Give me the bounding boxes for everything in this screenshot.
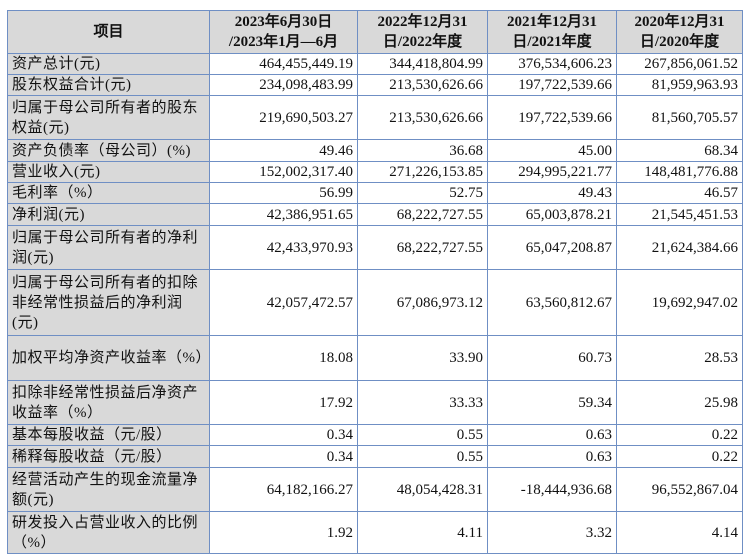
cell-value: 18.08 xyxy=(209,335,358,381)
row-label: 归属于母公司所有者的净利润(元) xyxy=(7,225,210,270)
row-label: 资产负债率（母公司）(%) xyxy=(7,139,210,162)
cell-value: 21,545,451.53 xyxy=(616,203,743,226)
row-label: 研发投入占营业收入的比例（%） xyxy=(7,511,210,554)
cell-value: 42,433,970.93 xyxy=(209,225,358,270)
cell-value: 56.99 xyxy=(209,182,358,204)
cell-value: 49.43 xyxy=(487,182,617,204)
cell-value: 19,692,947.02 xyxy=(616,269,743,336)
cell-value: 60.73 xyxy=(487,335,617,381)
table-row: 稀释每股收益（元/股） 0.34 0.55 0.63 0.22 xyxy=(7,445,743,468)
table-row: 经营活动产生的现金流量净额(元) 64,182,166.27 48,054,428.… xyxy=(7,467,743,512)
cell-value: 96,552,867.04 xyxy=(616,467,743,512)
cell-value: 81,959,963.93 xyxy=(616,74,743,96)
row-label: 股东权益合计(元) xyxy=(7,74,210,96)
cell-value: 67,086,973.12 xyxy=(357,269,488,336)
cell-value: 0.22 xyxy=(616,424,743,446)
cell-value: 234,098,483.99 xyxy=(209,74,358,96)
table-row: 研发投入占营业收入的比例（%） 1.92 4.11 3.32 4.14 xyxy=(7,511,743,554)
table-row: 加权平均净资产收益率（%） 18.08 33.90 60.73 28.53 xyxy=(7,335,743,381)
row-label: 加权平均净资产收益率（%） xyxy=(7,335,211,381)
cell-value: 267,856,061.52 xyxy=(616,53,743,75)
cell-value: 81,560,705.57 xyxy=(616,95,743,140)
row-label: 营业收入(元) xyxy=(7,161,210,183)
header-period: 2023年6月30日 /2023年1月—6月 xyxy=(209,10,358,54)
cell-value: 213,530,626.66 xyxy=(357,95,488,140)
cell-value: 3.32 xyxy=(487,511,617,554)
cell-value: 42,057,472.57 xyxy=(209,269,358,336)
cell-value: 0.55 xyxy=(357,445,488,468)
cell-value: 0.63 xyxy=(487,445,617,468)
cell-value: 68.34 xyxy=(616,139,743,162)
cell-value: 0.34 xyxy=(209,424,358,446)
cell-value: 197,722,539.66 xyxy=(487,74,617,96)
row-label: 归属于母公司所有者的股东权益(元) xyxy=(7,95,210,140)
cell-value: 48,054,428.31 xyxy=(357,467,488,512)
table-row: 扣除非经常性损益后净资产收益率（%） 17.92 33.33 59.34 25.98 xyxy=(7,380,743,425)
cell-value: 213,530,626.66 xyxy=(357,74,488,96)
header-row: 项目 2023年6月30日 /2023年1月—6月 2022年12月31 日/202… xyxy=(7,10,743,54)
row-label: 稀释每股收益（元/股） xyxy=(7,445,210,468)
table-row: 净利润(元) 42,386,951.65 68,222,727.55 65,003,8… xyxy=(7,203,743,226)
cell-value: 0.34 xyxy=(209,445,358,468)
cell-value: 25.98 xyxy=(616,380,743,425)
cell-value: 33.90 xyxy=(357,335,488,381)
cell-value: 36.68 xyxy=(357,139,488,162)
header-period: 2021年12月31 日/2021年度 xyxy=(487,10,617,54)
header-period: 2022年12月31 日/2022年度 xyxy=(357,10,488,54)
cell-value: 0.55 xyxy=(357,424,488,446)
header-item: 项目 xyxy=(7,10,210,54)
cell-value: 4.11 xyxy=(357,511,488,554)
header-period: 2020年12月31 日/2020年度 xyxy=(616,10,743,54)
cell-value: 0.22 xyxy=(616,445,743,468)
table-row: 归属于母公司所有者的扣除非经常性损益后的净利润(元) 42,057,472.57 6… xyxy=(7,269,743,336)
cell-value: 1.92 xyxy=(209,511,358,554)
cell-value: 152,002,317.40 xyxy=(209,161,358,183)
cell-value: 464,455,449.19 xyxy=(209,53,358,75)
row-label: 经营活动产生的现金流量净额(元) xyxy=(7,467,210,512)
cell-value: 63,560,812.67 xyxy=(487,269,617,336)
cell-value: 197,722,539.66 xyxy=(487,95,617,140)
cell-value: 344,418,804.99 xyxy=(357,53,488,75)
cell-value: 46.57 xyxy=(616,182,743,204)
row-label: 毛利率（%） xyxy=(7,182,210,204)
cell-value: 49.46 xyxy=(209,139,358,162)
cell-value: 21,624,384.66 xyxy=(616,225,743,270)
cell-value: 17.92 xyxy=(209,380,358,425)
table-row: 归属于母公司所有者的股东权益(元) 219,690,503.27 213,530,6… xyxy=(7,95,743,140)
cell-value: 65,047,208.87 xyxy=(487,225,617,270)
cell-value: 59.34 xyxy=(487,380,617,425)
table-row: 股东权益合计(元) 234,098,483.99 213,530,626.66 197… xyxy=(7,74,743,96)
cell-value: 271,226,153.85 xyxy=(357,161,488,183)
row-label: 扣除非经常性损益后净资产收益率（%） xyxy=(7,380,210,425)
cell-value: 28.53 xyxy=(616,335,743,381)
cell-value: 68,222,727.55 xyxy=(357,225,488,270)
cell-value: 0.63 xyxy=(487,424,617,446)
table-row: 毛利率（%） 56.99 52.75 49.43 46.57 xyxy=(7,182,743,204)
table-row: 资产总计(元) 464,455,449.19 344,418,804.99 376,5… xyxy=(7,53,743,75)
cell-value: 33.33 xyxy=(357,380,488,425)
table-row: 资产负债率（母公司）(%) 49.46 36.68 45.00 68.34 xyxy=(7,139,743,162)
row-label: 净利润(元) xyxy=(7,203,210,226)
cell-value: 148,481,776.88 xyxy=(616,161,743,183)
cell-value: 219,690,503.27 xyxy=(209,95,358,140)
cell-value: 376,534,606.23 xyxy=(487,53,617,75)
cell-value: 294,995,221.77 xyxy=(487,161,617,183)
cell-value: 52.75 xyxy=(357,182,488,204)
cell-value: 65,003,878.21 xyxy=(487,203,617,226)
cell-value: 4.14 xyxy=(616,511,743,554)
table-row: 营业收入(元) 152,002,317.40 271,226,153.85 294,9… xyxy=(7,161,743,183)
row-label: 资产总计(元) xyxy=(7,53,210,75)
cell-value: -18,444,936.68 xyxy=(487,467,617,512)
financial-summary-table: 项目 2023年6月30日 /2023年1月—6月 2022年12月31 日/202… xyxy=(7,10,743,554)
cell-value: 68,222,727.55 xyxy=(357,203,488,226)
cell-value: 42,386,951.65 xyxy=(209,203,358,226)
row-label: 基本每股收益（元/股） xyxy=(7,424,210,446)
table-row: 基本每股收益（元/股） 0.34 0.55 0.63 0.22 xyxy=(7,424,743,446)
cell-value: 45.00 xyxy=(487,139,617,162)
table-row: 归属于母公司所有者的净利润(元) 42,433,970.93 68,222,727.… xyxy=(7,225,743,270)
cell-value: 64,182,166.27 xyxy=(209,467,358,512)
row-label: 归属于母公司所有者的扣除非经常性损益后的净利润(元) xyxy=(7,269,210,336)
